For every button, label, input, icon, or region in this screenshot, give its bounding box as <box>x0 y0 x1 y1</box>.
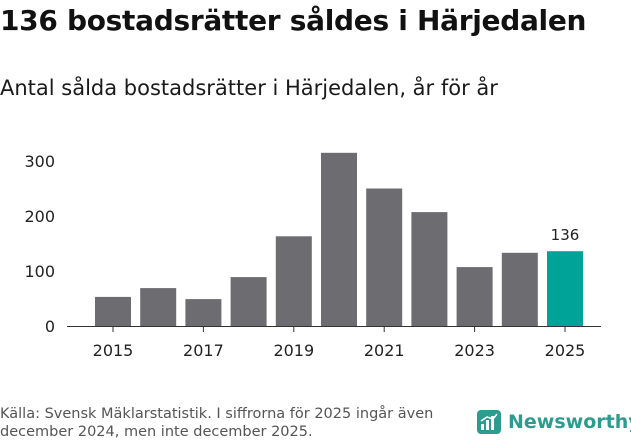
x-tick-label: 2015 <box>93 341 134 360</box>
y-tick-label: 300 <box>24 152 55 171</box>
bar-2023 <box>456 267 493 326</box>
bar-2016 <box>140 288 177 327</box>
y-tick-label: 100 <box>24 262 55 281</box>
brand-name: Newsworthy <box>508 411 631 433</box>
y-tick-label: 0 <box>45 317 55 336</box>
x-tick-label: 2017 <box>183 341 224 360</box>
bar-2022 <box>411 212 448 326</box>
bar-2024 <box>501 252 538 326</box>
bar-2025 <box>547 251 583 326</box>
brand: Newsworthy <box>476 409 631 435</box>
bar-2019 <box>275 236 312 326</box>
bar-2017 <box>185 299 222 327</box>
data-label: 136 <box>551 226 580 244</box>
chart-subtitle: Antal sålda bostadsrätter i Härjedalen, … <box>0 76 498 100</box>
x-tick-label: 2025 <box>545 341 586 360</box>
source-note: Källa: Svensk Mäklarstatistik. I siffror… <box>0 406 434 440</box>
bar-2020 <box>321 152 357 327</box>
x-tick-label: 2023 <box>454 341 495 360</box>
x-tick-label: 2019 <box>273 341 314 360</box>
y-tick-label: 200 <box>24 207 55 226</box>
bar-2015 <box>95 296 131 327</box>
bar-chart: 0 100 200 300 2015 2017 2019 2021 2023 2025 136 <box>24 152 601 360</box>
chart-title: 136 bostadsrätter såldes i Härjedalen <box>0 4 587 37</box>
newsworthy-logo-icon <box>477 410 501 434</box>
bar-2021 <box>366 188 403 326</box>
x-tick-label: 2021 <box>364 341 405 360</box>
bar-2018 <box>230 277 267 327</box>
